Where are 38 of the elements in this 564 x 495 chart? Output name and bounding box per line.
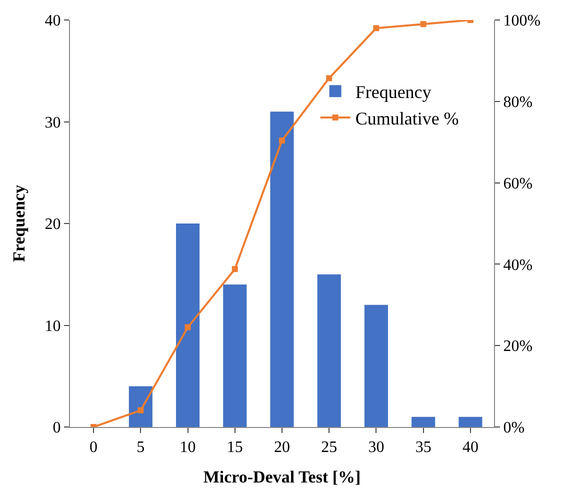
point (184, 324, 191, 330)
point (326, 75, 332, 82)
y2-tick-label: 100% (503, 12, 541, 30)
y-tick-label: 0 (52, 420, 61, 437)
x-tick-label: 10 (180, 439, 196, 456)
point (373, 25, 380, 32)
y2-tick-label: 20% (503, 338, 533, 356)
y2-tick-label: 40% (503, 256, 533, 274)
y2-tick-label: 60% (503, 175, 533, 192)
bar (317, 274, 341, 427)
bar (364, 304, 388, 427)
x-tick-label: 30 (368, 439, 384, 456)
point (232, 266, 238, 272)
legend-label: Frequency (355, 82, 432, 102)
bar (270, 112, 294, 427)
point (138, 407, 144, 414)
x-tick-label: 0 (90, 439, 98, 456)
y2-tick-label: 80% (503, 94, 533, 111)
y2-tick-label: 0% (503, 420, 525, 437)
y-tick-label: 30 (44, 114, 61, 132)
bar (176, 224, 200, 427)
x-tick-label: 5 (136, 439, 145, 456)
x-tick-label: 25 (321, 439, 338, 456)
x-tick-label: 15 (226, 439, 243, 456)
bar (223, 284, 247, 427)
x-tick-label: 20 (274, 439, 290, 456)
y-tick-label: 40 (44, 12, 61, 30)
bar (412, 416, 436, 427)
point (420, 21, 426, 28)
y-tick-label: 20 (44, 216, 61, 234)
y-tick-label: 10 (44, 318, 61, 335)
y-axis-title: Frequency (9, 184, 28, 262)
point (279, 137, 285, 144)
x-axis-title: Micro-Deval Test [%] (203, 468, 361, 487)
legend-label: Cumulative % (355, 108, 459, 129)
bar (458, 416, 482, 427)
x-tick-label: 35 (415, 439, 432, 456)
x-tick-label: 40 (462, 439, 478, 456)
